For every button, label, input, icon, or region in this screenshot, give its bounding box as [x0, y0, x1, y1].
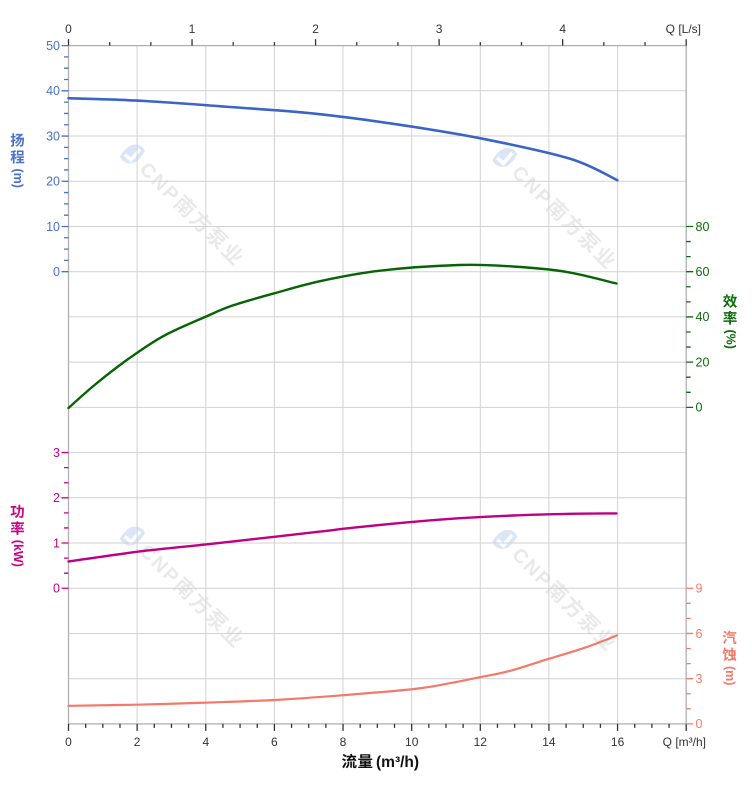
- svg-text:60: 60: [696, 265, 710, 279]
- svg-text:1: 1: [189, 22, 196, 36]
- svg-text:0: 0: [696, 717, 703, 731]
- svg-text:20: 20: [46, 175, 60, 189]
- svg-text:9: 9: [696, 582, 703, 596]
- svg-text:1: 1: [53, 536, 60, 550]
- svg-text:3: 3: [696, 672, 703, 686]
- svg-text:3: 3: [53, 446, 60, 460]
- svg-text:40: 40: [696, 310, 710, 324]
- svg-text:12: 12: [474, 735, 488, 749]
- svg-text:(m³/h): (m³/h): [376, 754, 419, 771]
- svg-text:10: 10: [46, 220, 60, 234]
- svg-text:50: 50: [46, 39, 60, 53]
- svg-text:Q [m³/h]: Q [m³/h]: [663, 735, 706, 749]
- svg-text:6: 6: [271, 735, 278, 749]
- svg-text:0: 0: [65, 735, 72, 749]
- svg-text:0: 0: [65, 22, 72, 36]
- svg-text:16: 16: [611, 735, 625, 749]
- svg-text:14: 14: [542, 735, 556, 749]
- svg-text:0: 0: [696, 401, 703, 415]
- svg-text:(m): (m): [11, 169, 25, 188]
- svg-text:80: 80: [696, 220, 710, 234]
- svg-text:30: 30: [46, 129, 60, 143]
- svg-text:8: 8: [340, 735, 347, 749]
- svg-text:Q [L/s]: Q [L/s]: [666, 22, 701, 36]
- svg-text:(%): (%): [723, 330, 737, 349]
- svg-text:4: 4: [202, 735, 209, 749]
- svg-text:2: 2: [312, 22, 319, 36]
- svg-text:3: 3: [436, 22, 443, 36]
- svg-text:2: 2: [134, 735, 141, 749]
- svg-text:(m): (m): [723, 666, 737, 685]
- svg-text:2: 2: [53, 491, 60, 505]
- svg-text:20: 20: [696, 355, 710, 369]
- svg-text:10: 10: [405, 735, 419, 749]
- svg-text:40: 40: [46, 84, 60, 98]
- svg-text:0: 0: [53, 582, 60, 596]
- svg-text:(kW): (kW): [11, 540, 25, 567]
- svg-text:0: 0: [53, 265, 60, 279]
- svg-text:6: 6: [696, 627, 703, 641]
- svg-text:4: 4: [559, 22, 566, 36]
